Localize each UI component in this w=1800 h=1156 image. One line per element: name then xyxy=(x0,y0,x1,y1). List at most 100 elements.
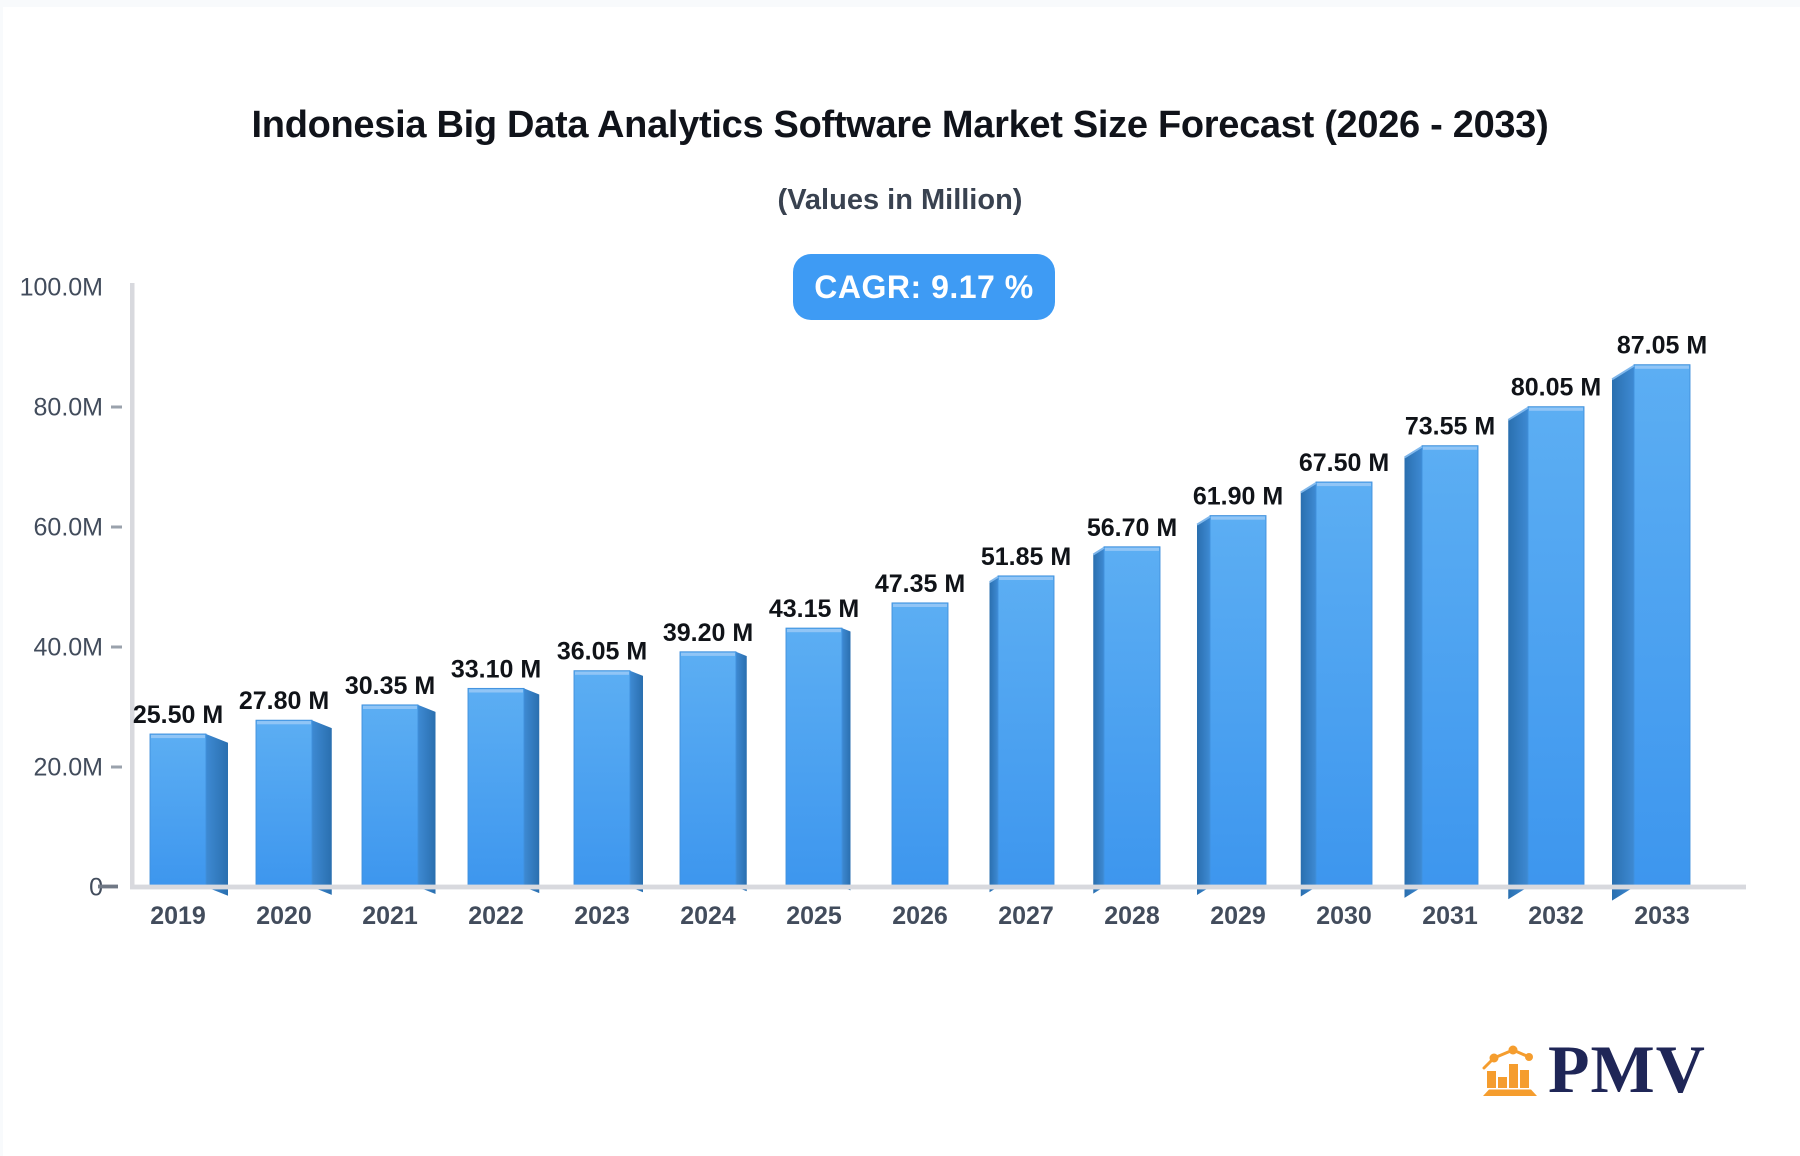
bar-side-face xyxy=(1300,482,1316,897)
bar-2026: 47.35 M xyxy=(875,570,965,888)
bar-2024: 39.20 M xyxy=(663,619,753,892)
bar-value-label: 73.55 M xyxy=(1405,413,1495,441)
bar-front-face xyxy=(255,719,313,888)
bar-front-face xyxy=(997,575,1055,888)
bar-side-face xyxy=(312,720,332,895)
bar-2019: 25.50 M xyxy=(133,701,228,896)
bar-top-highlight xyxy=(575,671,629,675)
x-axis: 2019 2020 2021 2022 2023 2024 2025 2026 2027 2028… xyxy=(150,902,1690,930)
y-tick-label: 60.0M xyxy=(34,514,103,542)
bar-2030: 67.50 M xyxy=(1299,449,1389,897)
bar-top-highlight xyxy=(1635,365,1689,369)
bar-top-highlight xyxy=(1423,446,1477,450)
bar-side-face xyxy=(1612,364,1634,901)
page-subtitle: (Values in Million) xyxy=(777,184,1023,216)
bar-2031: 73.55 M xyxy=(1403,413,1495,898)
x-tick-label: 2027 xyxy=(998,902,1054,930)
bar-front-face xyxy=(1315,481,1373,888)
pmv-logo: PMV xyxy=(1479,1031,1706,1108)
bar-2033: 87.05 M xyxy=(1611,332,1707,901)
bar-side-highlight xyxy=(1611,364,1635,381)
bar-2029: 61.90 M xyxy=(1193,483,1283,896)
y-tick-dash xyxy=(111,645,122,649)
bar-side-face xyxy=(206,734,228,896)
bars: 25.50 M 27.80 M 30.35 M 33.10 M 36.05 M 39.20… xyxy=(133,332,1707,901)
frame-left-strip xyxy=(0,0,3,1156)
bar-2027: 51.85 M xyxy=(981,543,1071,893)
frame-top-strip xyxy=(0,0,1800,7)
logo-text: PMV xyxy=(1548,1031,1706,1108)
bar-side-highlight xyxy=(1507,406,1529,421)
bar-front-face xyxy=(1633,364,1691,888)
x-tick-label: 2023 xyxy=(574,902,630,930)
bar-side-highlight xyxy=(988,576,999,584)
bar-chart-logo-icon xyxy=(1482,1045,1537,1096)
x-tick-label: 2030 xyxy=(1316,902,1372,930)
bar-value-label: 51.85 M xyxy=(981,543,1071,571)
cagr-badge-label: CAGR: 9.17 % xyxy=(814,268,1034,305)
x-tick-label: 2022 xyxy=(468,902,524,930)
bar-value-label: 25.50 M xyxy=(133,701,223,729)
y-tick-label: 0 xyxy=(89,874,103,902)
bar-side-face xyxy=(1093,546,1104,894)
bar-side-face xyxy=(1197,515,1210,896)
y-tick-label: 40.0M xyxy=(34,634,103,662)
bar-top-highlight xyxy=(681,652,735,656)
bar-top-highlight xyxy=(151,734,205,739)
bar-value-label: 47.35 M xyxy=(875,570,965,598)
bar-2022: 33.10 M xyxy=(451,655,541,894)
bar-2020: 27.80 M xyxy=(239,687,332,895)
bar-value-label: 36.05 M xyxy=(557,638,647,666)
bar-top-highlight xyxy=(787,629,841,633)
bar-value-label: 30.35 M xyxy=(345,672,435,700)
bar-top-highlight xyxy=(1529,407,1583,411)
bar-front-face xyxy=(149,733,207,888)
y-tick-dash xyxy=(111,405,122,409)
bar-front-face xyxy=(679,651,737,888)
y-tick-label: 80.0M xyxy=(34,394,103,422)
bar-front-face xyxy=(1209,515,1267,888)
bar-value-label: 43.15 M xyxy=(769,595,859,623)
bar-front-face xyxy=(573,670,631,888)
x-tick-label: 2029 xyxy=(1210,902,1266,930)
bar-front-face xyxy=(1103,546,1161,888)
bar-top-highlight xyxy=(1211,516,1265,520)
bar-front-face xyxy=(785,627,843,888)
bar-value-label: 80.05 M xyxy=(1511,374,1601,402)
x-tick-label: 2025 xyxy=(786,902,842,930)
bar-side-face xyxy=(736,651,747,892)
bar-front-face xyxy=(891,602,949,888)
bar-top-highlight xyxy=(257,721,311,725)
bar-side-face xyxy=(1404,445,1422,898)
x-tick-label: 2021 xyxy=(362,902,418,930)
bar-top-highlight xyxy=(999,576,1053,580)
bar-2025: 43.15 M xyxy=(769,595,859,891)
x-tick-label: 2033 xyxy=(1634,902,1690,930)
bar-2021: 30.35 M xyxy=(345,672,436,894)
x-axis-line xyxy=(130,884,1746,890)
x-tick-label: 2024 xyxy=(680,902,736,930)
bar-side-highlight xyxy=(1092,546,1105,556)
bar-front-face xyxy=(1527,406,1585,888)
page-title: Indonesia Big Data Analytics Software Ma… xyxy=(251,104,1549,146)
bar-value-label: 61.90 M xyxy=(1193,483,1283,511)
bar-side-face xyxy=(524,688,540,894)
y-tick-label: 100.0M xyxy=(20,274,103,302)
y-tick-dash xyxy=(111,525,122,529)
bar-value-label: 67.50 M xyxy=(1299,449,1389,477)
bar-side-face xyxy=(989,575,998,893)
bar-front-face xyxy=(1421,445,1479,888)
bar-value-label: 33.10 M xyxy=(451,655,541,683)
bar-side-face xyxy=(418,704,436,894)
bar-side-face xyxy=(1508,406,1528,900)
y-axis: 0 20.0M 40.0M 60.0M 80.0M 100.0M xyxy=(20,274,122,902)
bar-value-label: 87.05 M xyxy=(1617,332,1707,360)
bar-2032: 80.05 M xyxy=(1507,374,1601,900)
y-tick-zero xyxy=(98,884,118,889)
x-tick-label: 2026 xyxy=(892,902,948,930)
bar-top-highlight xyxy=(1317,482,1371,487)
bar-value-label: 39.20 M xyxy=(663,619,753,647)
bar-top-highlight xyxy=(1105,547,1159,551)
